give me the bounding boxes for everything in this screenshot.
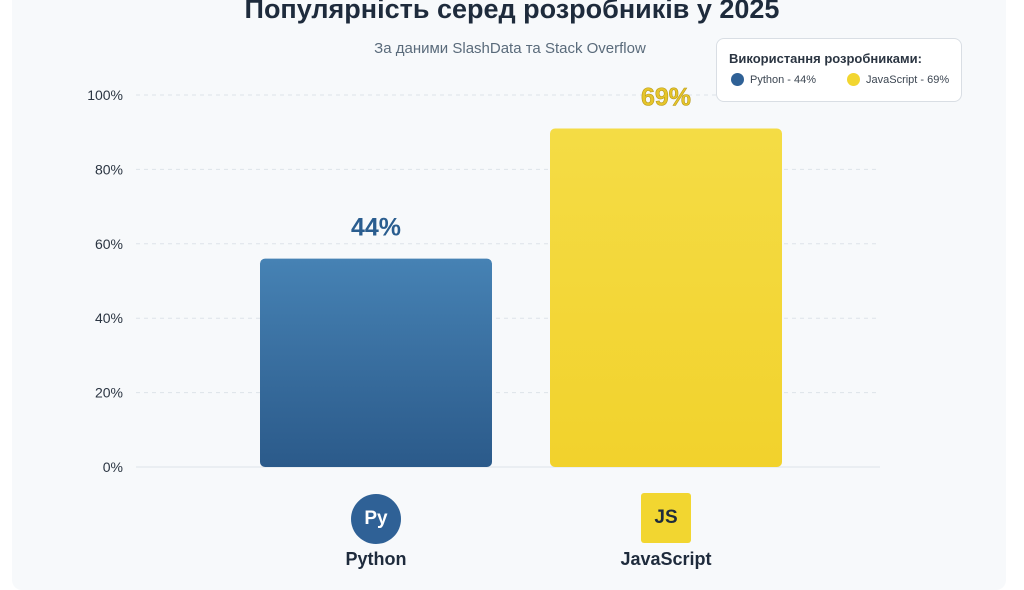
chart-legend: Використання розробниками: Python - 44% … (716, 38, 962, 102)
x-category-label-python: Python (345, 549, 407, 569)
y-tick-label: 80% (95, 161, 123, 177)
y-tick-label: 100% (87, 87, 123, 103)
bar-javascript (550, 128, 782, 468)
data-label-python: 44% (351, 214, 401, 242)
bar-chart: 0% 20% 40% 60% 80% 100% 44% 69% (87, 83, 880, 475)
x-category-label-javascript: JavaScript (620, 549, 712, 569)
legend-item-python: Python - 44% (731, 73, 816, 86)
python-logo-icon: Py (351, 494, 401, 544)
y-tick-label: 20% (95, 385, 123, 401)
bar-python (260, 258, 492, 467)
y-tick-label: 0% (103, 459, 123, 475)
python-logo-text: Py (364, 508, 388, 529)
chart-title: Популярність серед розробників у 2025 (244, 0, 780, 24)
y-tick-label: 60% (95, 236, 123, 252)
javascript-logo-text: JS (654, 507, 678, 528)
legend-label-python: Python - 44% (750, 73, 817, 86)
legend-item-javascript: JavaScript - 69% (847, 73, 949, 86)
chart-subtitle: За даними SlashData та Stack Overflow (374, 40, 646, 57)
data-label-javascript: 69% (641, 83, 691, 111)
legend-title: Використання розробниками: (729, 51, 922, 66)
y-tick-label: 40% (95, 310, 123, 326)
legend-label-javascript: JavaScript - 69% (866, 73, 950, 86)
legend-swatch-javascript (847, 73, 860, 86)
legend-swatch-python (731, 73, 744, 86)
javascript-logo-icon: JS (641, 493, 691, 543)
